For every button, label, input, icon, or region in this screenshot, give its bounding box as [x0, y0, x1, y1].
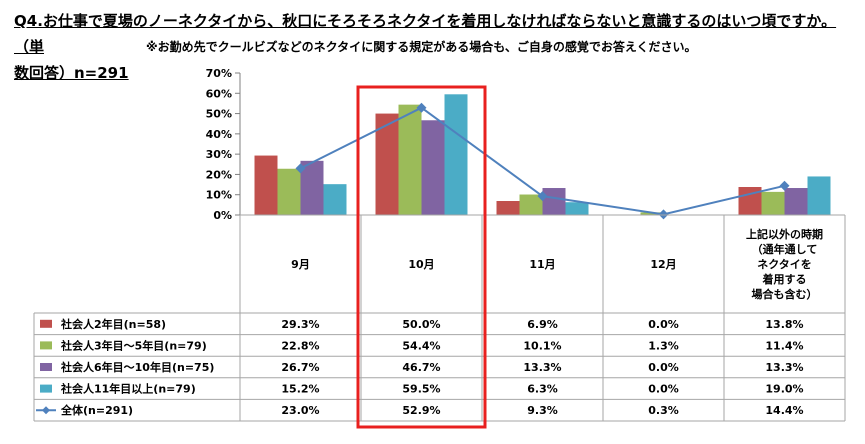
- series-marker: [779, 180, 790, 191]
- data-label: 14.4%: [765, 404, 803, 417]
- series-marker: [295, 163, 306, 174]
- bar: [519, 194, 543, 215]
- y-tick-label: 70%: [206, 67, 232, 80]
- data-label: 1.3%: [648, 339, 679, 352]
- data-label: 19.0%: [765, 383, 803, 396]
- data-label: 9.3%: [527, 404, 558, 417]
- data-label: 0.0%: [648, 383, 679, 396]
- data-label: 0.0%: [648, 318, 679, 331]
- legend-swatch: [40, 384, 52, 393]
- y-tick-label: 40%: [206, 128, 232, 141]
- data-label: 50.0%: [402, 318, 440, 331]
- bar: [398, 104, 422, 215]
- series-marker: [658, 209, 669, 220]
- data-label: 26.7%: [281, 361, 319, 374]
- question-title-line1: Q4.お仕事で夏場のノーネクタイから、秋口にそろそろネクタイを着用しなければなら…: [14, 12, 837, 56]
- category-label: 場合も含む）: [752, 287, 818, 301]
- data-label: 46.7%: [402, 361, 440, 374]
- category-label: 着用する: [762, 272, 807, 286]
- bar: [807, 176, 831, 215]
- legend-swatch: [40, 363, 52, 371]
- data-label: 13.3%: [523, 361, 561, 374]
- y-tick-label: 50%: [206, 108, 232, 121]
- data-label: 54.4%: [402, 339, 440, 352]
- bar: [542, 188, 566, 215]
- category-label: 10月: [408, 258, 434, 271]
- bar: [640, 212, 664, 215]
- y-tick-label: 10%: [206, 189, 232, 202]
- data-label: 6.3%: [527, 383, 558, 396]
- data-label: 59.5%: [402, 383, 440, 396]
- bar: [761, 191, 785, 215]
- series-marker: [537, 191, 548, 202]
- data-label: 13.3%: [765, 361, 803, 374]
- question-title-line2: 数回答）n=291: [14, 64, 129, 82]
- highlight-box: [356, 85, 487, 429]
- question-title: Q4.お仕事で夏場のノーネクタイから、秋口にそろそろネクタイを着用しなければなら…: [14, 8, 844, 86]
- data-label: 13.8%: [765, 318, 803, 331]
- legend-swatch: [40, 341, 52, 350]
- data-label: 29.3%: [281, 318, 319, 331]
- legend-marker: [42, 406, 50, 415]
- bar: [323, 184, 347, 215]
- bar: [421, 120, 445, 215]
- data-label: 22.8%: [281, 339, 319, 352]
- data-label: 0.3%: [648, 404, 679, 417]
- category-label: ネクタイを: [757, 258, 812, 271]
- data-label: 15.2%: [281, 383, 319, 396]
- data-label: 11.4%: [765, 339, 803, 352]
- category-label: （通年通して: [752, 242, 818, 256]
- legend-label: 社会人3年目～5年目(n=79): [60, 338, 207, 352]
- bar: [277, 168, 301, 215]
- y-tick-label: 60%: [206, 87, 232, 100]
- data-label: 10.1%: [523, 339, 561, 352]
- y-tick-label: 30%: [206, 148, 232, 161]
- bar: [300, 160, 324, 215]
- category-label: 11月: [529, 258, 555, 271]
- question-note: ※お勤め先でクールビズなどのネクタイに関する規定がある場合も、ご自身の感覚でお答…: [146, 40, 697, 54]
- bar: [738, 187, 762, 215]
- legend-label: 社会人2年目(n=58): [60, 317, 166, 331]
- y-tick-label: 0%: [213, 209, 232, 222]
- data-label: 23.0%: [281, 404, 319, 417]
- bar: [496, 201, 520, 215]
- legend-swatch: [40, 319, 52, 328]
- bar: [444, 94, 468, 215]
- category-label: 9月: [291, 258, 310, 271]
- legend-label: 社会人11年目以上(n=79): [60, 382, 196, 396]
- legend-label: 全体(n=291): [60, 403, 133, 417]
- bar: [565, 202, 589, 215]
- data-label: 6.9%: [527, 318, 558, 331]
- data-label: 52.9%: [402, 404, 440, 417]
- series-marker: [416, 102, 427, 113]
- bar: [784, 188, 808, 215]
- category-label: 上記以外の時期: [746, 227, 823, 241]
- bar: [254, 155, 278, 215]
- y-tick-label: 20%: [206, 168, 232, 181]
- data-label: 0.0%: [648, 361, 679, 374]
- category-label: 12月: [650, 258, 676, 271]
- legend-label: 社会人6年目～10年目(n=75): [60, 360, 214, 374]
- bar: [375, 113, 399, 215]
